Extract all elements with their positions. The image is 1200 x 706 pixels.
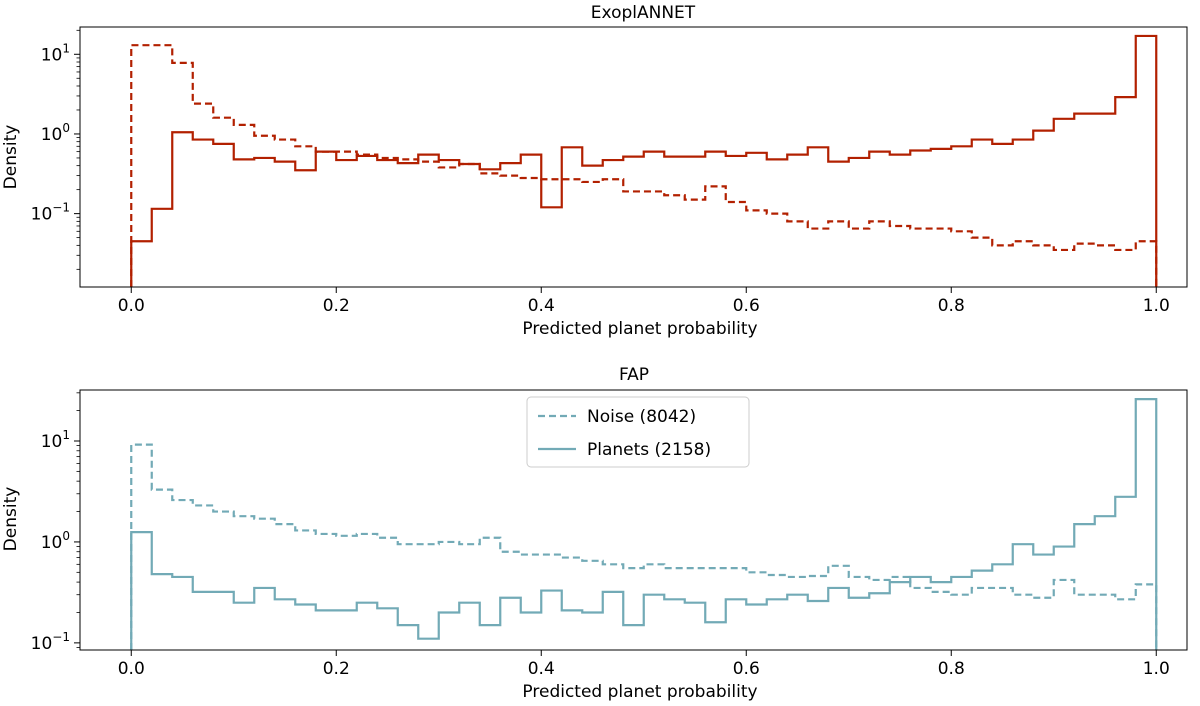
fap-planets-series: [130, 398, 1158, 650]
exoplannet-ytick-label: 100: [41, 121, 70, 145]
fap-ytick-label: 101: [41, 428, 70, 452]
exoplannet-xlabel: Predicted planet probability: [522, 319, 757, 339]
fap-panel: FAP Density Predicted planet probability…: [1, 365, 1188, 702]
exoplannet-panel: ExoplANNET Density Predicted planet prob…: [1, 3, 1188, 339]
exoplannet-ylabel: Density: [1, 125, 21, 190]
fap-xtick-label: 0.2: [323, 659, 350, 679]
exoplannet-title: ExoplANNET: [591, 3, 696, 23]
exoplannet-xtick-label: 1.0: [1143, 296, 1170, 316]
exoplannet-marks: [130, 34, 1158, 287]
fap-ticks: 0.0 0.2 0.4 0.6 0.8 1.0 10−1 100 101: [31, 392, 1170, 679]
exoplannet-noise-series: [130, 44, 1158, 287]
fap-xtick-label: 0.4: [528, 659, 555, 679]
fap-title: FAP: [619, 365, 649, 385]
fap-xtick-label: 1.0: [1143, 659, 1170, 679]
fap-ytick-label: 10−1: [31, 630, 70, 654]
exoplannet-xtick-label: 0.6: [733, 296, 760, 316]
fap-ytick-label: 100: [41, 529, 70, 553]
exoplannet-ytick-label: 101: [41, 41, 70, 65]
fap-ylabel: Density: [1, 487, 21, 552]
exoplannet-ticks: 0.0 0.2 0.4 0.6 0.8 1.0 10−1 100 101: [31, 29, 1170, 316]
fap-noise-series: [130, 443, 1158, 650]
legend-frame: [526, 396, 750, 468]
exoplannet-axes-frame: [79, 26, 1188, 288]
legend-noise-label: Noise (8042): [587, 407, 696, 427]
exoplannet-planets-series: [130, 34, 1158, 287]
exoplannet-ytick-label: 10−1: [31, 201, 70, 225]
legend-planets-label: Planets (2158): [587, 440, 711, 460]
fap-xtick-label: 0.8: [938, 659, 965, 679]
exoplannet-xtick-label: 0.4: [528, 296, 555, 316]
exoplannet-xtick-label: 0.0: [118, 296, 145, 316]
fap-marks: [130, 398, 1158, 650]
fap-xtick-label: 0.6: [733, 659, 760, 679]
exoplannet-xtick-label: 0.2: [323, 296, 350, 316]
fap-axes-frame: [79, 389, 1188, 651]
fap-xtick-label: 0.0: [118, 659, 145, 679]
fap-xlabel: Predicted planet probability: [522, 682, 757, 702]
fap-legend: Noise (8042) Planets (2158): [526, 396, 750, 468]
exoplannet-xtick-label: 0.8: [938, 296, 965, 316]
